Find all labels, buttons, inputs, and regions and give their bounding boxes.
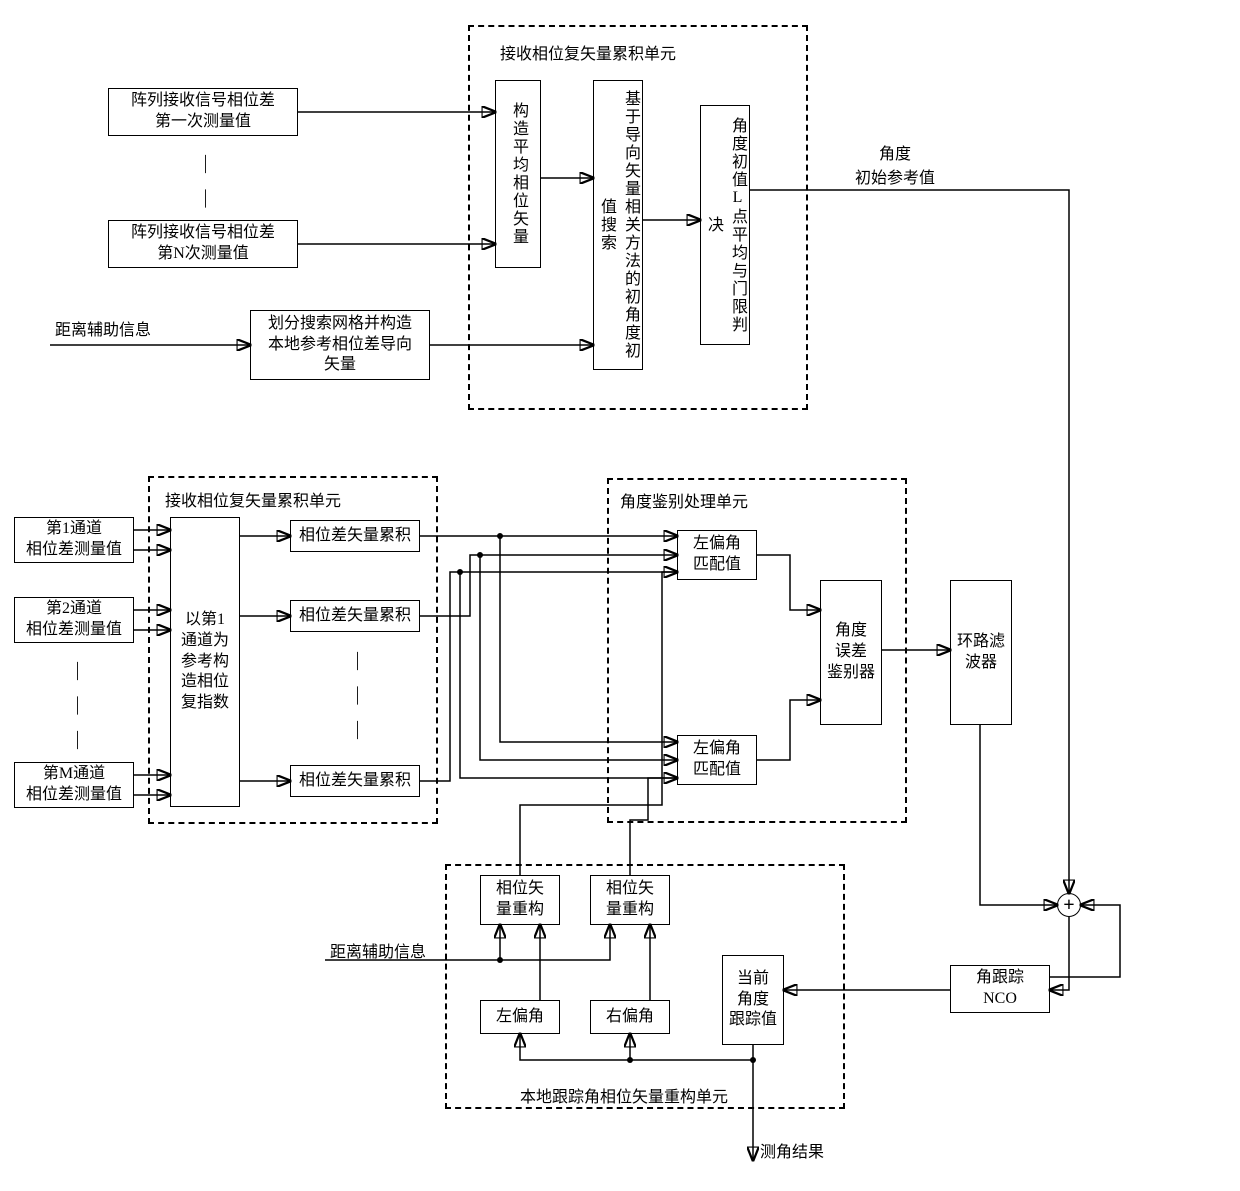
ref-box: 以第1 通道为 参考构 造相位 复指数	[170, 517, 240, 807]
upper-vbox-c-text: 角度初值L点平均与门限判决	[701, 112, 749, 338]
upper-vbox-c: 角度初值L点平均与门限判决	[700, 105, 750, 345]
left-outer-vdots: — — —	[68, 662, 89, 755]
summer-icon	[1057, 893, 1081, 917]
upper-aux-label: 距离辅助信息	[55, 316, 151, 340]
upper-vbox-b: 基于导向矢量相关方法的初角度初值搜索	[593, 80, 643, 370]
upper-out-label: 角度 初始参考值	[855, 140, 935, 188]
recon-aux-label: 距离辅助信息	[330, 938, 426, 962]
loop-filter-box: 环路滤 波器	[950, 580, 1012, 725]
upper-vbox-b-text: 基于导向矢量相关方法的初角度初值搜索	[594, 87, 642, 363]
acc2-box: 相位差矢量累积	[290, 600, 420, 632]
nco-box: 角跟踪 NCO	[950, 965, 1050, 1013]
chM-box: 第M通道 相位差测量值	[14, 762, 134, 808]
right-off-box: 右偏角	[590, 1000, 670, 1034]
upper-vbox-a: 构造平均相位矢量	[495, 80, 541, 268]
right-match-box: 左偏角 匹配值	[677, 735, 757, 785]
cur-track-box: 当前 角度 跟踪值	[722, 955, 784, 1045]
acc1-box: 相位差矢量累积	[290, 520, 420, 552]
upper-dash-title: 接收相位复矢量累积单元	[500, 40, 676, 64]
left-match-box: 左偏角 匹配值	[677, 530, 757, 580]
ch2-box: 第2通道 相位差测量值	[14, 597, 134, 643]
recon-out-label: 测角结果	[760, 1138, 824, 1162]
upper-grid-box: 划分搜索网格并构造 本地参考相位差导向 矢量	[250, 310, 430, 380]
recon-phA: 相位矢 量重构	[480, 875, 560, 925]
recon-dash-title: 本地跟踪角相位矢量重构单元	[520, 1083, 728, 1107]
upper-vbox-a-text: 构造平均相位矢量	[506, 102, 530, 246]
upper-input-n: 阵列接收信号相位差 第N次测量值	[108, 220, 298, 268]
left-off-box: 左偏角	[480, 1000, 560, 1034]
disc-dash-title: 角度鉴别处理单元	[620, 488, 748, 512]
ch1-box: 第1通道 相位差测量值	[14, 517, 134, 563]
left-inner-vdots: — — —	[348, 652, 369, 745]
acc3-box: 相位差矢量累积	[290, 765, 420, 797]
err-box: 角度 误差 鉴别器	[820, 580, 882, 725]
upper-input-1: 阵列接收信号相位差 第一次测量值	[108, 88, 298, 136]
recon-phB: 相位矢 量重构	[590, 875, 670, 925]
left-dash-title: 接收相位复矢量累积单元	[165, 487, 341, 511]
